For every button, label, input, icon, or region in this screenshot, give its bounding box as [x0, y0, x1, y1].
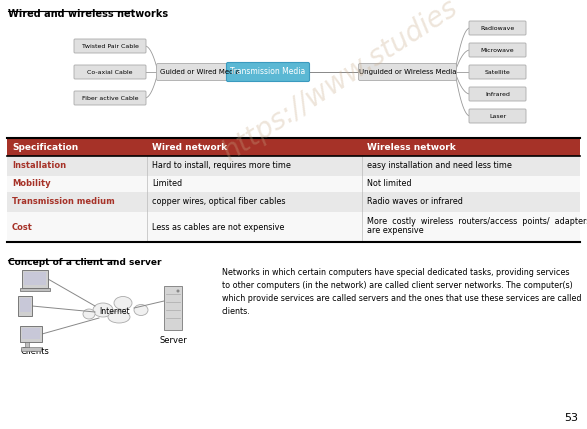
Ellipse shape — [134, 305, 148, 315]
Text: Radiowave: Radiowave — [480, 25, 515, 30]
Text: Concept of a client and server: Concept of a client and server — [8, 258, 161, 267]
FancyBboxPatch shape — [227, 63, 309, 82]
FancyBboxPatch shape — [21, 347, 41, 351]
Text: Twisted Pair Cable: Twisted Pair Cable — [82, 43, 139, 48]
FancyBboxPatch shape — [359, 63, 457, 81]
Text: Clients: Clients — [21, 347, 49, 356]
Text: Guided or Wired Media: Guided or Wired Media — [160, 69, 240, 75]
Text: Wired network: Wired network — [153, 142, 228, 151]
Text: Unguided or Wireless Media: Unguided or Wireless Media — [359, 69, 456, 75]
FancyBboxPatch shape — [469, 21, 526, 35]
Text: Satellite: Satellite — [485, 69, 510, 75]
Circle shape — [177, 290, 180, 293]
Text: Specification: Specification — [12, 142, 78, 151]
FancyBboxPatch shape — [469, 43, 526, 57]
FancyBboxPatch shape — [469, 87, 526, 101]
Text: Transmission Media: Transmission Media — [230, 67, 306, 76]
Text: are expensive: are expensive — [367, 226, 424, 235]
FancyBboxPatch shape — [469, 65, 526, 79]
FancyBboxPatch shape — [164, 286, 182, 330]
FancyBboxPatch shape — [18, 296, 32, 316]
Ellipse shape — [108, 311, 130, 323]
Text: Internet: Internet — [100, 308, 130, 317]
FancyBboxPatch shape — [7, 192, 580, 212]
Text: Cost: Cost — [12, 223, 33, 232]
Text: Hard to install, requires more time: Hard to install, requires more time — [153, 161, 291, 170]
FancyBboxPatch shape — [7, 156, 580, 176]
Text: https://www.studies: https://www.studies — [217, 0, 463, 166]
FancyBboxPatch shape — [74, 39, 146, 53]
Ellipse shape — [114, 296, 132, 309]
FancyBboxPatch shape — [157, 63, 244, 81]
Text: Infrared: Infrared — [485, 91, 510, 97]
Ellipse shape — [83, 309, 95, 319]
Ellipse shape — [93, 303, 113, 317]
Text: Mobility: Mobility — [12, 179, 50, 188]
Text: copper wires, optical fiber cables: copper wires, optical fiber cables — [153, 197, 286, 206]
Text: Limited: Limited — [153, 179, 183, 188]
Text: Laser: Laser — [489, 114, 506, 118]
FancyBboxPatch shape — [25, 342, 29, 347]
Text: Wireless network: Wireless network — [367, 142, 456, 151]
FancyBboxPatch shape — [74, 65, 146, 79]
Text: Radio waves or infrared: Radio waves or infrared — [367, 197, 463, 206]
Text: Not limited: Not limited — [367, 179, 411, 188]
Text: More  costly  wireless  routers/access  points/  adapters: More costly wireless routers/access poin… — [367, 217, 587, 226]
FancyBboxPatch shape — [7, 176, 580, 192]
FancyBboxPatch shape — [20, 288, 50, 291]
Text: Less as cables are not expensive: Less as cables are not expensive — [153, 223, 285, 232]
FancyBboxPatch shape — [74, 91, 146, 105]
Text: Transmission medium: Transmission medium — [12, 197, 114, 206]
Text: Installation: Installation — [12, 161, 66, 170]
FancyBboxPatch shape — [7, 212, 580, 242]
FancyBboxPatch shape — [22, 328, 40, 339]
Text: Co-axial Cable: Co-axial Cable — [87, 69, 133, 75]
FancyBboxPatch shape — [7, 138, 580, 156]
FancyBboxPatch shape — [469, 109, 526, 123]
FancyBboxPatch shape — [24, 272, 46, 285]
FancyBboxPatch shape — [22, 270, 48, 288]
Text: Server: Server — [159, 336, 187, 345]
FancyBboxPatch shape — [20, 326, 42, 342]
FancyBboxPatch shape — [19, 298, 31, 312]
Text: Fiber active Cable: Fiber active Cable — [82, 96, 139, 100]
Text: Wired and wireless networks: Wired and wireless networks — [8, 9, 168, 19]
Text: easy installation and need less time: easy installation and need less time — [367, 161, 512, 170]
Text: Microwave: Microwave — [481, 48, 514, 52]
Text: Networks in which certain computers have special dedicated tasks, providing serv: Networks in which certain computers have… — [222, 268, 582, 316]
Text: 53: 53 — [564, 413, 578, 423]
